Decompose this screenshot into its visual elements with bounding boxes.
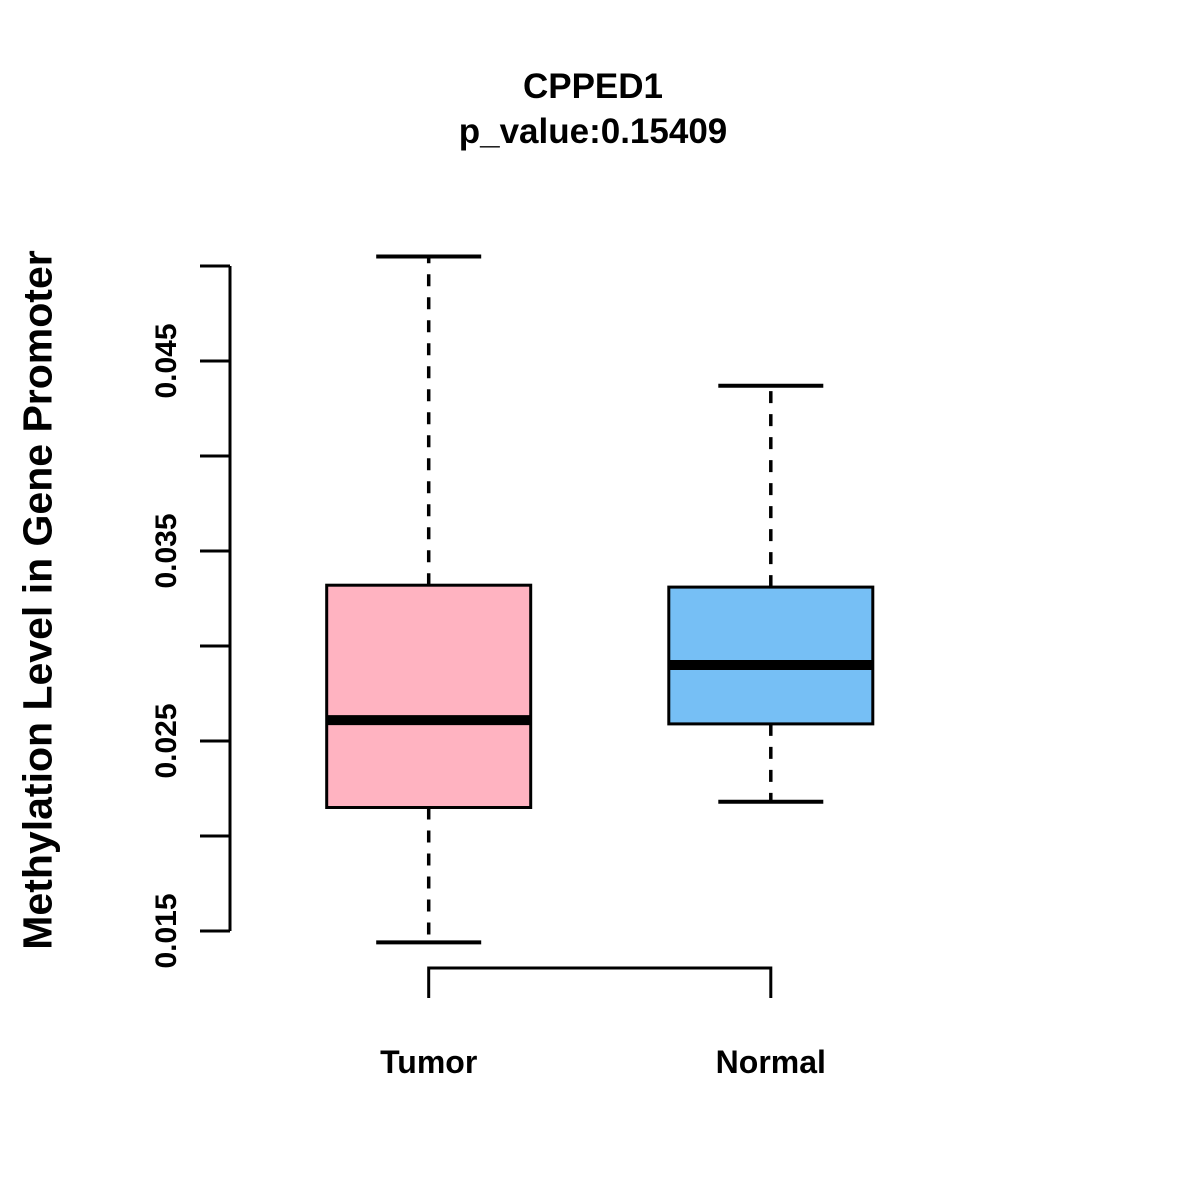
x-category-label: Tumor [380, 1044, 477, 1080]
comparison-bracket [427, 966, 773, 998]
iqr-box [325, 583, 533, 810]
chart-subtitle: p_value:0.15409 [458, 112, 728, 151]
chart-title: CPPED1 [522, 67, 664, 106]
x-category-label: Normal [716, 1044, 826, 1080]
y-tick-label: 0.015 [150, 893, 183, 968]
chart-title-block: CPPED1 p_value:0.15409 [459, 64, 728, 154]
y-tick-label: 0.025 [150, 703, 183, 778]
y-tick-label: 0.035 [150, 513, 183, 588]
iqr-box [667, 585, 875, 726]
y-tick-label: 0.045 [150, 323, 183, 398]
